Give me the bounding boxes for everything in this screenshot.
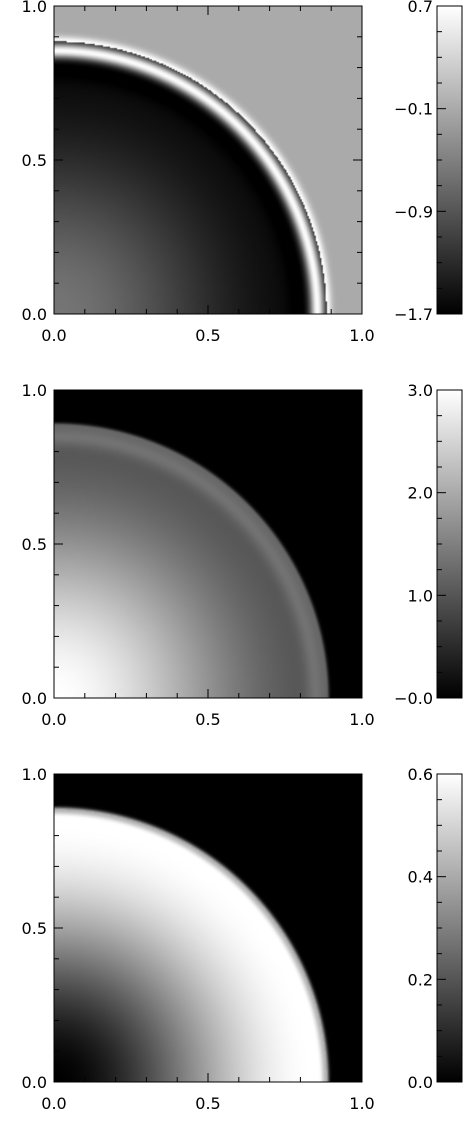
y-tick-label: 0.5: [22, 151, 47, 170]
y-tick-label: 0.5: [22, 919, 47, 938]
x-tick-label: 1.0: [349, 326, 374, 345]
x-tick-label: 1.0: [349, 1094, 374, 1113]
colorbar-tick-label: −0.9: [394, 202, 433, 221]
panel-3: 0.0 0.5 1.0 0.0 0.5 1.0 0.6 0.4 0.2 0.0: [22, 765, 463, 1113]
x-tick-label: 0.0: [41, 710, 66, 729]
colorbar-tick-label: 0.2: [408, 970, 433, 989]
colorbar-tick-label: 1.0: [408, 586, 433, 605]
colorbar-tick-label: 0.6: [408, 765, 433, 784]
colorbar-tick-label: 2.0: [408, 484, 433, 503]
panel-1: 0.0 0.5 1.0 0.0 0.5 1.0 0.7 −0.1 −0.9 −1.7: [22, 0, 463, 345]
colorbar-tick-label: −0.0: [394, 689, 433, 708]
heatmap-image: [54, 6, 362, 314]
y-tick-label: 1.0: [22, 765, 47, 784]
axis-ticks: [53, 773, 363, 1083]
y-tick-label: 0.0: [22, 305, 47, 324]
x-tick-label: 0.5: [195, 326, 220, 345]
colorbar-tick-label: 3.0: [408, 381, 433, 400]
y-tick-label: 1.0: [22, 0, 47, 16]
y-tick-label: 0.5: [22, 535, 47, 554]
panel-2: 0.0 0.5 1.0 0.0 0.5 1.0 3.0 2.0 1.0 −0.0: [22, 381, 463, 729]
x-tick-label: 0.0: [41, 1094, 66, 1113]
x-tick-label: 0.5: [195, 1094, 220, 1113]
colorbar-tick-label: −0.1: [394, 100, 433, 119]
axis-ticks: [53, 5, 363, 315]
colorbar-tick-label: 0.4: [408, 868, 433, 887]
x-tick-label: 0.0: [41, 326, 66, 345]
x-tick-label: 0.5: [195, 710, 220, 729]
colorbar-tick-label: 0.0: [408, 1073, 433, 1092]
heatmap-image: [54, 390, 362, 698]
colorbar: 0.6 0.4 0.2 0.0: [408, 765, 463, 1092]
x-tick-label: 1.0: [349, 710, 374, 729]
y-tick-label: 0.0: [22, 1073, 47, 1092]
heatmap-image: [54, 774, 362, 1082]
colorbar: 0.7 −0.1 −0.9 −1.7: [394, 0, 463, 324]
colorbar-tick-label: 0.7: [408, 0, 433, 16]
y-tick-label: 0.0: [22, 689, 47, 708]
y-tick-label: 1.0: [22, 381, 47, 400]
axis-ticks: [53, 389, 363, 699]
colorbar: 3.0 2.0 1.0 −0.0: [394, 381, 463, 708]
colorbar-tick-label: −1.7: [394, 305, 433, 324]
